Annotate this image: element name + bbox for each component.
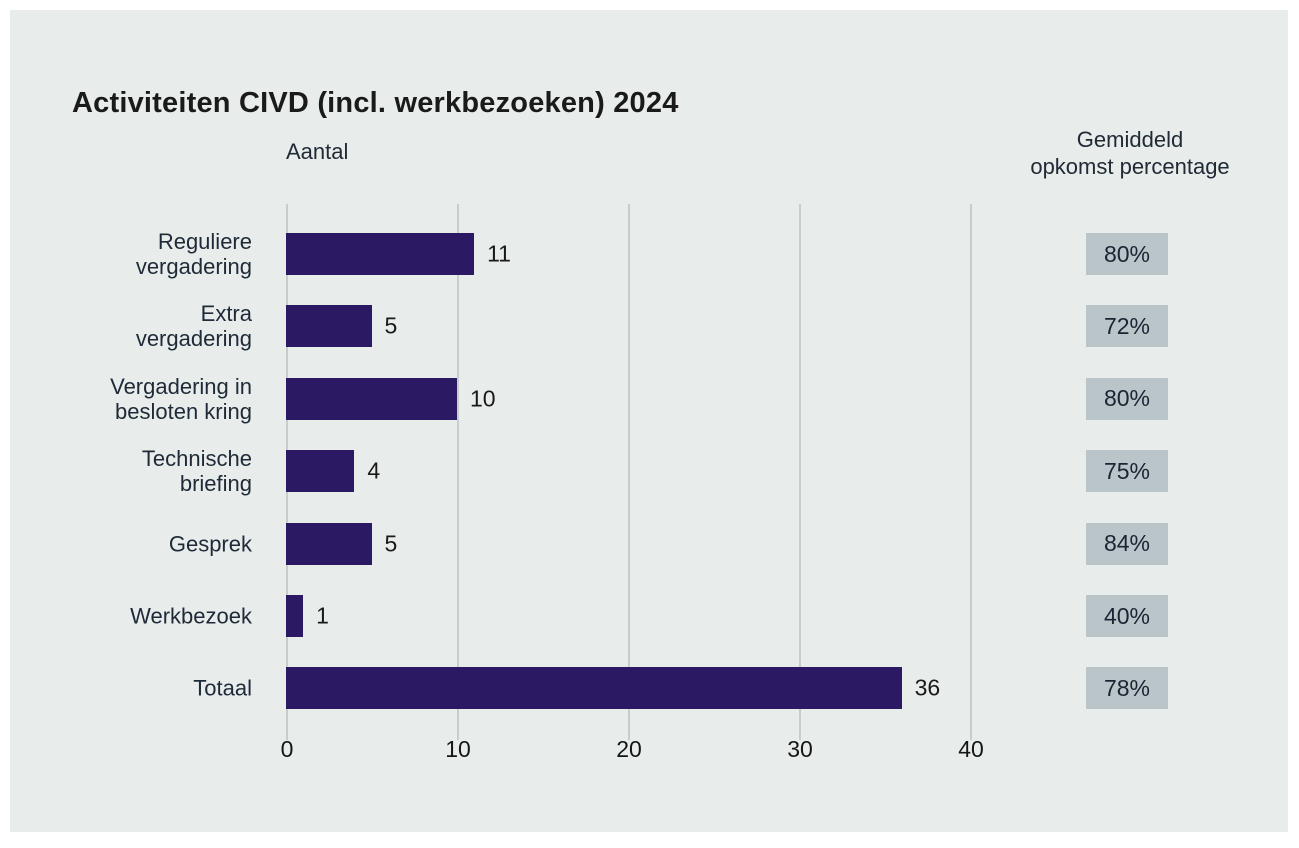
bar-value-label: 4 <box>367 457 381 484</box>
category-label: Totaal <box>193 675 252 701</box>
category-label: Gesprek <box>168 531 252 557</box>
bar-row-vergadering-besloten-kring: Vergadering in besloten kring 10 80% <box>0 374 1299 424</box>
attendance-badge: 75% <box>1086 450 1168 493</box>
bar <box>286 522 372 565</box>
x-tick-label: 10 <box>445 736 471 762</box>
gridline <box>970 204 972 740</box>
bar <box>286 595 304 637</box>
category-label: Werkbezoek <box>130 603 252 629</box>
bar <box>286 233 475 275</box>
bar-row-reguliere-vergadering: Reguliere vergadering 11 80% <box>0 229 1299 279</box>
bar-row-totaal: Totaal 36 78% <box>0 667 1299 710</box>
x-tick-label: 30 <box>787 736 813 762</box>
bar <box>286 377 457 420</box>
bar-value-label: 10 <box>470 385 496 412</box>
bar-value-label: 11 <box>487 240 511 267</box>
attendance-badge: 84% <box>1086 522 1168 565</box>
bar <box>286 305 372 348</box>
chart-title: Activiteiten CIVD (incl. werkbezoeken) 2… <box>72 87 679 120</box>
attendance-badge: 80% <box>1086 233 1168 275</box>
category-label: Extra vergadering <box>135 301 252 352</box>
bar-row-werkbezoek: Werkbezoek 1 40% <box>0 595 1299 637</box>
attendance-badge: 40% <box>1086 595 1168 637</box>
x-tick-label: 20 <box>616 736 642 762</box>
x-tick-label: 0 <box>280 736 294 762</box>
bar-row-technische-briefing: Technische briefing 4 75% <box>0 446 1299 496</box>
bar <box>286 667 902 710</box>
attendance-badge: 78% <box>1086 667 1168 710</box>
attendance-column-header: Gemiddeld opkomst percentage <box>1030 127 1230 179</box>
category-label: Technische briefing <box>141 446 252 497</box>
bar-row-extra-vergadering: Extra vergadering 5 72% <box>0 301 1299 351</box>
bar-row-gesprek: Gesprek 5 84% <box>0 522 1299 565</box>
gridline <box>799 204 801 740</box>
bar-value-label: 1 <box>316 602 329 629</box>
category-label: Vergadering in besloten kring <box>110 373 252 424</box>
gridline <box>457 204 459 740</box>
x-tick-label: 40 <box>958 736 984 762</box>
category-label: Reguliere vergadering <box>135 229 252 279</box>
bar-value-label: 36 <box>914 674 941 701</box>
attendance-badge: 72% <box>1086 305 1168 348</box>
bar <box>286 450 355 493</box>
gridline <box>628 204 630 740</box>
x-axis-title: Aantal <box>286 139 349 164</box>
bar-value-label: 5 <box>384 312 398 339</box>
bar-value-label: 5 <box>384 530 398 557</box>
attendance-badge: 80% <box>1086 377 1168 420</box>
